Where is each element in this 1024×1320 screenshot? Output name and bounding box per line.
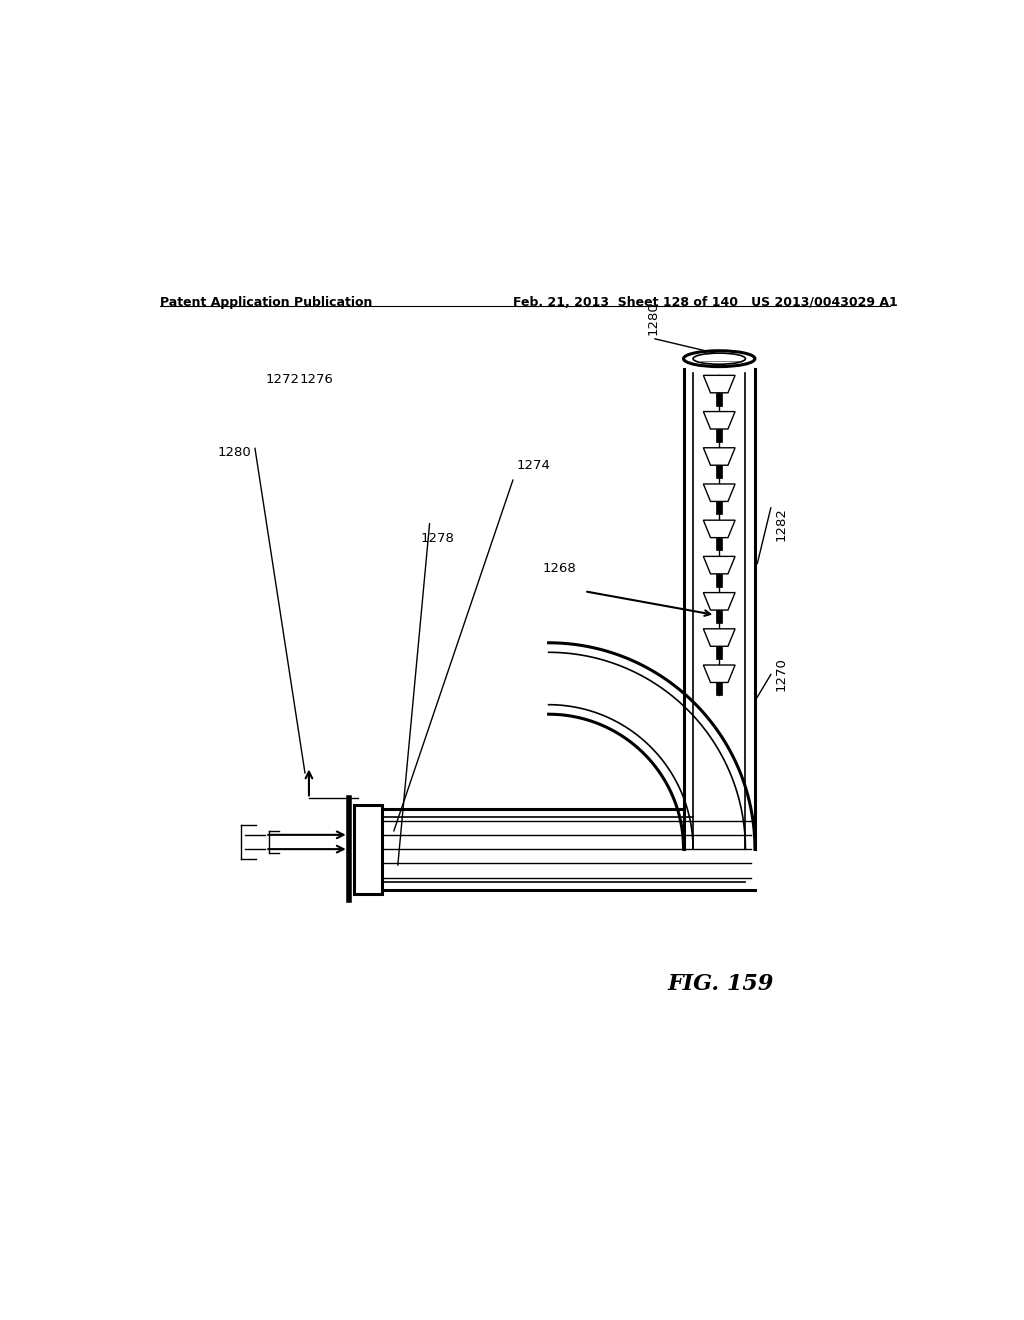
Polygon shape <box>716 574 722 586</box>
Text: 1282: 1282 <box>775 507 787 541</box>
Text: Patent Application Publication: Patent Application Publication <box>160 296 372 309</box>
Polygon shape <box>703 520 735 537</box>
Polygon shape <box>703 593 735 610</box>
Polygon shape <box>716 465 722 478</box>
Polygon shape <box>703 484 735 502</box>
Polygon shape <box>703 665 735 682</box>
Text: 1270: 1270 <box>775 657 787 692</box>
Polygon shape <box>716 502 722 513</box>
Polygon shape <box>703 557 735 574</box>
Polygon shape <box>716 682 722 696</box>
Text: 1268: 1268 <box>543 562 577 576</box>
Text: 1276: 1276 <box>299 374 333 385</box>
Text: FIG. 159: FIG. 159 <box>668 973 774 995</box>
Polygon shape <box>716 647 722 659</box>
Polygon shape <box>716 537 722 550</box>
Text: 1274: 1274 <box>517 459 551 473</box>
Text: 1278: 1278 <box>421 532 455 545</box>
Polygon shape <box>716 429 722 442</box>
Text: 1280: 1280 <box>647 301 660 335</box>
Polygon shape <box>716 610 722 623</box>
Polygon shape <box>703 412 735 429</box>
Polygon shape <box>716 393 722 405</box>
Polygon shape <box>703 447 735 465</box>
Text: 1280: 1280 <box>217 446 251 459</box>
Polygon shape <box>703 628 735 647</box>
Text: 1272: 1272 <box>266 374 300 385</box>
Polygon shape <box>703 375 735 393</box>
Bar <box>354 805 382 894</box>
Text: Feb. 21, 2013  Sheet 128 of 140   US 2013/0043029 A1: Feb. 21, 2013 Sheet 128 of 140 US 2013/0… <box>513 296 898 309</box>
